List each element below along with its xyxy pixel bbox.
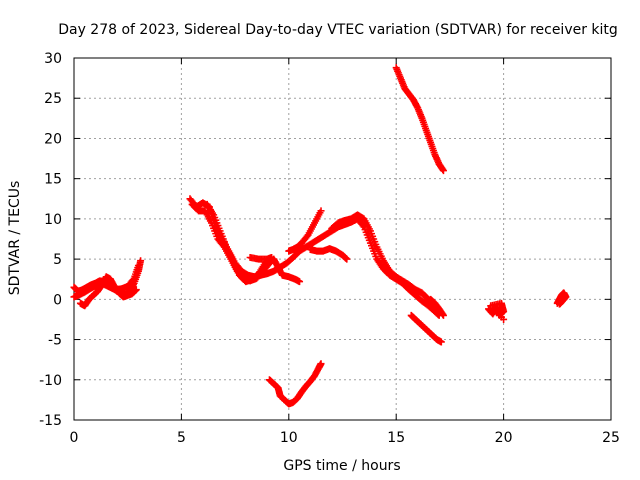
y-tick-label: 5 <box>53 252 62 268</box>
data-series <box>328 211 443 315</box>
data-point <box>317 360 325 368</box>
plot-frame <box>73 57 612 421</box>
data-series <box>306 245 351 263</box>
data-series <box>76 273 140 310</box>
data-series <box>70 262 142 301</box>
data-series <box>265 360 325 408</box>
data-point <box>437 338 445 346</box>
data-point <box>137 257 145 265</box>
y-tick-label: 30 <box>44 51 62 67</box>
data-point <box>132 286 140 294</box>
data-point <box>317 207 325 215</box>
chart-title: Day 278 of 2023, Sidereal Day-to-day VTE… <box>58 22 618 38</box>
data-point <box>500 315 508 323</box>
x-tick-label: 25 <box>602 430 620 446</box>
data-series <box>407 311 445 346</box>
x-tick-label: 0 <box>70 430 79 446</box>
x-tick-label: 20 <box>495 430 513 446</box>
y-tick-label: -10 <box>39 373 62 389</box>
data-series <box>186 195 443 319</box>
x-tick-label: 5 <box>177 430 186 446</box>
tick-marks <box>73 57 612 421</box>
y-tick-label: -5 <box>48 333 62 349</box>
y-tick-label: 0 <box>53 292 62 308</box>
data-point <box>246 254 254 262</box>
x-axis-label: GPS time / hours <box>283 458 400 474</box>
data-series <box>553 289 570 308</box>
data-series <box>427 295 447 319</box>
y-tick-label: 25 <box>44 91 62 107</box>
data-marks <box>70 64 570 408</box>
data-series <box>203 200 276 286</box>
data-point <box>439 167 447 175</box>
data-series <box>285 207 325 255</box>
data-point <box>439 311 447 319</box>
data-series <box>392 64 447 175</box>
x-tick-label: 15 <box>387 430 405 446</box>
y-tick-label: -15 <box>39 413 62 429</box>
data-point <box>343 255 351 263</box>
y-tick-label: 10 <box>44 212 62 228</box>
data-point <box>560 295 568 303</box>
data-series <box>485 299 508 323</box>
grid-lines <box>74 58 611 420</box>
data-point <box>296 278 304 286</box>
y-tick-label: 15 <box>44 172 62 188</box>
data-point <box>134 262 142 270</box>
y-tick-label: 20 <box>44 131 62 147</box>
y-axis-label: SDTVAR / TECUs <box>7 181 23 296</box>
y-tick-labels: -15 -10 -5 0 5 10 15 20 25 30 <box>39 51 62 429</box>
x-tick-label: 10 <box>280 430 298 446</box>
x-tick-labels: 0 5 10 15 20 25 <box>70 430 620 446</box>
